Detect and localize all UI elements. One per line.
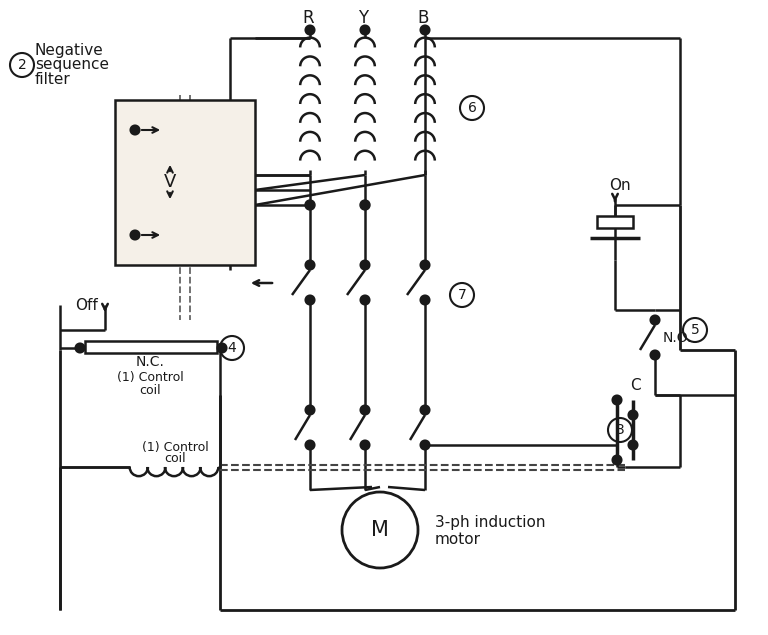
Text: motor: motor <box>435 533 481 547</box>
Circle shape <box>421 295 429 305</box>
Text: 6: 6 <box>468 101 476 115</box>
Circle shape <box>306 260 315 269</box>
Circle shape <box>613 455 621 464</box>
Text: (1) Control: (1) Control <box>141 441 208 453</box>
Circle shape <box>360 441 369 450</box>
Text: (1) Control: (1) Control <box>117 371 184 385</box>
Circle shape <box>75 344 84 352</box>
Text: coil: coil <box>164 451 186 464</box>
Text: Negative: Negative <box>35 43 104 58</box>
Text: sequence: sequence <box>35 58 109 72</box>
Bar <box>597 216 633 228</box>
Bar <box>115 100 255 265</box>
Text: 2: 2 <box>18 58 26 72</box>
Circle shape <box>628 410 637 420</box>
Circle shape <box>306 295 315 305</box>
Text: filter: filter <box>35 72 71 88</box>
Bar <box>85 341 217 353</box>
Text: 3-ph induction: 3-ph induction <box>435 514 545 530</box>
Circle shape <box>360 406 369 415</box>
Circle shape <box>360 260 369 269</box>
Text: V: V <box>164 173 176 191</box>
Text: 3: 3 <box>616 423 624 437</box>
Text: M: M <box>371 520 389 540</box>
Text: On: On <box>609 178 631 192</box>
Circle shape <box>613 396 621 404</box>
Circle shape <box>650 316 660 324</box>
Circle shape <box>421 260 429 269</box>
Circle shape <box>306 406 315 415</box>
Text: B: B <box>417 9 429 27</box>
Circle shape <box>360 200 370 210</box>
Circle shape <box>421 441 429 450</box>
Circle shape <box>628 441 637 450</box>
Text: 7: 7 <box>458 288 466 302</box>
Circle shape <box>306 25 315 34</box>
Circle shape <box>305 200 315 210</box>
Circle shape <box>131 231 140 239</box>
Circle shape <box>131 126 140 135</box>
Circle shape <box>360 295 369 305</box>
Circle shape <box>650 351 660 359</box>
Text: R: R <box>302 9 314 27</box>
Text: coil: coil <box>139 384 161 396</box>
Text: Y: Y <box>358 9 368 27</box>
Text: N.O.: N.O. <box>663 331 693 345</box>
Circle shape <box>306 441 315 450</box>
Text: C: C <box>630 377 641 392</box>
Text: Off: Off <box>75 298 98 312</box>
Circle shape <box>360 25 369 34</box>
Circle shape <box>421 25 429 34</box>
Circle shape <box>421 406 429 415</box>
Text: N.C.: N.C. <box>136 355 164 369</box>
Text: 4: 4 <box>227 341 237 355</box>
Text: 5: 5 <box>690 323 700 337</box>
Circle shape <box>217 344 227 352</box>
